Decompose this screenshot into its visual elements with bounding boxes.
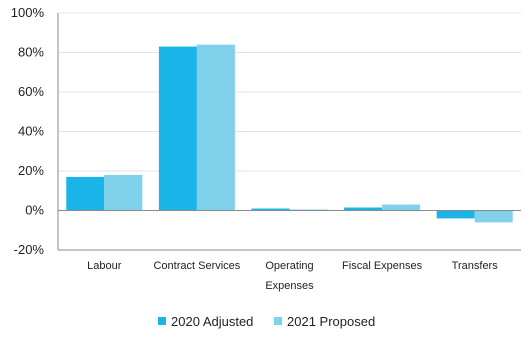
category-label: Operating Expenses	[265, 260, 314, 292]
bars	[66, 44, 513, 223]
y-tick-labels: -20% 0% 20% 40% 60% 80% 100%	[11, 5, 45, 257]
category-label: Labour	[87, 260, 122, 272]
y-tick-label: 0%	[25, 203, 44, 218]
bar	[196, 44, 235, 211]
bar	[251, 208, 290, 211]
legend-label: 2021 Proposed	[287, 314, 375, 329]
y-tick-label: 60%	[18, 84, 44, 99]
legend: 2020 Adjusted 2021 Proposed	[158, 314, 375, 329]
axes	[57, 13, 521, 251]
grid-lines	[58, 12, 521, 172]
bar	[104, 174, 143, 211]
bar	[436, 210, 475, 219]
y-tick-label: -20%	[14, 242, 45, 257]
legend-label: 2020 Adjusted	[171, 314, 253, 329]
category-label: Contract Services	[153, 260, 240, 272]
legend-swatch	[158, 317, 166, 325]
bar	[474, 210, 513, 223]
bar	[382, 204, 421, 211]
legend-swatch	[274, 317, 282, 325]
y-tick-label: 100%	[11, 5, 45, 20]
bar	[66, 176, 105, 211]
category-label: Transfers	[452, 260, 499, 272]
bar	[158, 46, 197, 211]
category-label: Fiscal Expenses	[342, 260, 423, 272]
y-tick-label: 40%	[18, 124, 44, 139]
y-tick-label: 80%	[18, 45, 44, 60]
bar	[344, 207, 383, 211]
category-labels: Labour Contract Services Operating Expenses…	[87, 260, 498, 292]
y-tick-label: 20%	[18, 163, 44, 178]
